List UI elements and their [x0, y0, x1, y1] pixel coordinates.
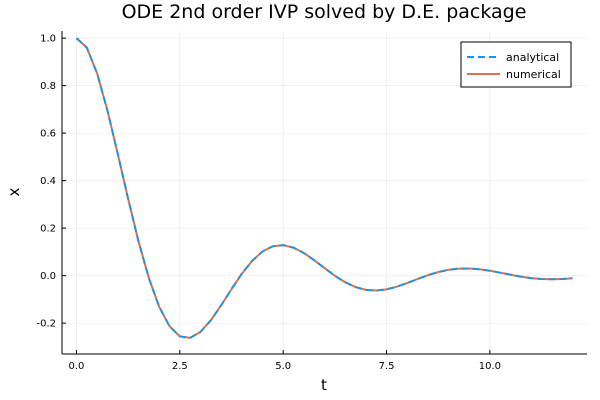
legend-label-analytical: analytical [506, 51, 559, 64]
x-tick-label: 5.0 [275, 361, 291, 372]
axes-layer: 0.0 2.5 5.0 7.5 10.0 -0.2 0.0 0.2 0.4 0.6 0.8 1.0 [36, 31, 587, 372]
y-axis-label: x [5, 187, 23, 196]
y-tick-label: 0.0 [40, 271, 56, 282]
x-axis-label: t [321, 376, 327, 394]
chart-title: ODE 2nd order IVP solved by D.E. package [122, 1, 527, 23]
x-tick-label: 2.5 [172, 361, 188, 372]
x-tick-label: 10.0 [479, 361, 501, 372]
legend-box [460, 41, 572, 88]
legend-label-numerical: numerical [506, 68, 561, 81]
y-tick-label: 0.4 [40, 176, 56, 187]
series-line-analytical [75, 37, 573, 339]
y-tick-label: 0.8 [40, 81, 56, 92]
y-tick-label: 0.6 [40, 129, 56, 140]
series-layer [75, 37, 573, 339]
x-tick-label: 0.0 [69, 361, 85, 372]
x-tick-label: 7.5 [379, 361, 395, 372]
y-tick-label: 1.0 [40, 34, 56, 45]
legend: analytical numerical [460, 41, 572, 88]
y-tick-label: 0.2 [40, 224, 56, 235]
y-tick-label: -0.2 [36, 319, 56, 330]
